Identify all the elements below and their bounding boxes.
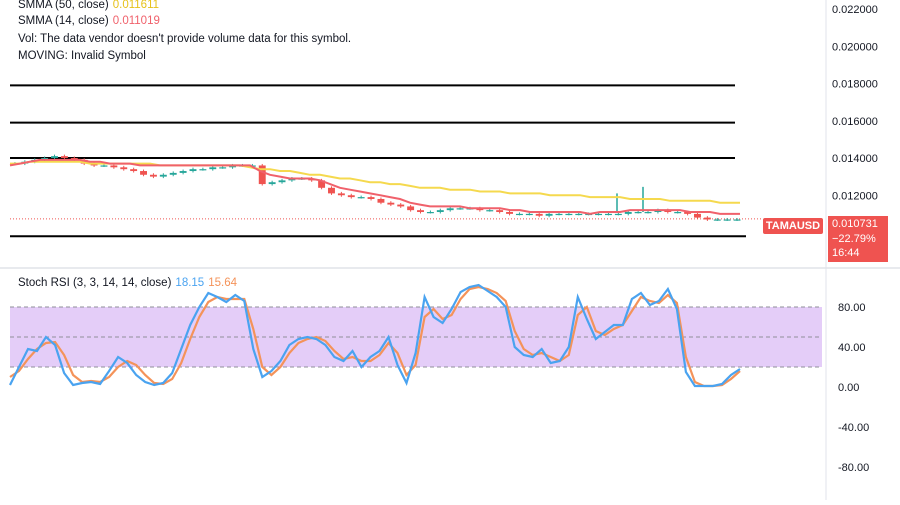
candle (110, 165, 118, 168)
candle (377, 198, 385, 203)
candle (486, 210, 494, 212)
price-badge-countdown: 16:44 (832, 247, 860, 259)
price-tick-2: 0.018000 (832, 79, 878, 91)
candle (337, 193, 345, 196)
candle (723, 219, 731, 221)
legend-stoch-rsi[interactable]: Stoch RSI (3, 3, 14, 14, close) 18.15 15.6… (18, 276, 237, 291)
symbol-tag[interactable]: TAMAUSD (763, 218, 823, 234)
price-tick-3: 0.016000 (832, 116, 878, 128)
legend-smma50-value: 0.011611 (112, 0, 160, 11)
price-badge-change: −22.79% (832, 232, 876, 245)
price-badge: 0.010731 −22.79% 16:44 (828, 216, 888, 262)
candle (565, 213, 573, 216)
legend-smma50-label: SMMA (50, close) (18, 0, 109, 11)
legend-smma14[interactable]: SMMA (14, close) 0.011019 (18, 14, 160, 29)
candle (100, 165, 108, 167)
price-badge-price: 0.010731 (832, 218, 878, 230)
candle (367, 197, 375, 199)
candle (733, 219, 741, 221)
candle (60, 156, 68, 158)
candle (644, 212, 652, 214)
stoch-rsi-d-value: 15.64 (208, 277, 237, 289)
candle (318, 180, 326, 188)
candle (634, 212, 642, 214)
smma50-line (10, 160, 740, 204)
candle (595, 213, 603, 216)
candle (219, 167, 227, 169)
candle (51, 156, 58, 158)
candle (328, 187, 335, 194)
candle (525, 213, 533, 216)
candle (506, 212, 514, 214)
candle (436, 210, 444, 213)
candle (387, 202, 395, 205)
price-tick-5: 0.012000 (832, 190, 878, 202)
candle (179, 171, 187, 173)
candle (357, 197, 365, 199)
candle (149, 174, 157, 177)
candle (258, 165, 266, 185)
price-tick-1: 0.020000 (832, 41, 878, 53)
stoch-tick-2: 0.00 (838, 382, 859, 394)
candle (614, 213, 622, 216)
smma14-line (9, 158, 740, 215)
stoch-d-line (9, 285, 741, 388)
candle (417, 210, 424, 213)
candle (674, 212, 682, 214)
candle (575, 213, 583, 216)
price-tick-4: 0.014000 (832, 153, 878, 165)
candle (426, 212, 434, 214)
candle (515, 213, 523, 216)
price-tick-0: 0.022000 (832, 4, 878, 16)
candle (703, 217, 711, 220)
candle (189, 169, 197, 172)
candle (120, 167, 128, 170)
candle (169, 172, 177, 175)
stoch-tick-0: 80.00 (838, 302, 866, 314)
candle (555, 213, 563, 216)
legend-volume: Vol: The data vendor doesn't provide vol… (18, 33, 352, 45)
candle (496, 210, 504, 213)
candle (130, 169, 138, 172)
candle (140, 171, 148, 175)
legend-moving: MOVING: Invalid Symbol (18, 50, 146, 62)
candle (407, 206, 415, 211)
candle (446, 208, 454, 211)
candle (278, 180, 286, 183)
candle (624, 212, 632, 214)
candle (713, 219, 721, 221)
candle (159, 174, 167, 177)
candle (397, 204, 405, 207)
candle (199, 169, 207, 171)
stoch-k-line (9, 283, 741, 388)
legend-smma14-value: 0.011019 (112, 15, 160, 27)
stoch-rsi-label: Stoch RSI (3, 3, 14, 14, close) (18, 277, 172, 289)
stoch-tick-1: 40.00 (838, 342, 866, 354)
candle (268, 182, 276, 185)
candle (535, 213, 543, 216)
candle (684, 212, 692, 214)
candle (604, 213, 612, 216)
candle (545, 213, 553, 216)
stoch-rsi-k-value: 18.15 (175, 277, 205, 289)
candle (209, 167, 217, 170)
stoch-tick-4: -80.00 (838, 462, 869, 474)
stoch-tick-3: -40.00 (838, 422, 869, 434)
legend-smma14-label: SMMA (14, close) (18, 15, 109, 27)
candle (347, 195, 355, 198)
candle (694, 213, 701, 218)
legend-smma50[interactable]: SMMA (50, close) 0.011611 (18, 0, 159, 13)
candle (456, 208, 464, 210)
